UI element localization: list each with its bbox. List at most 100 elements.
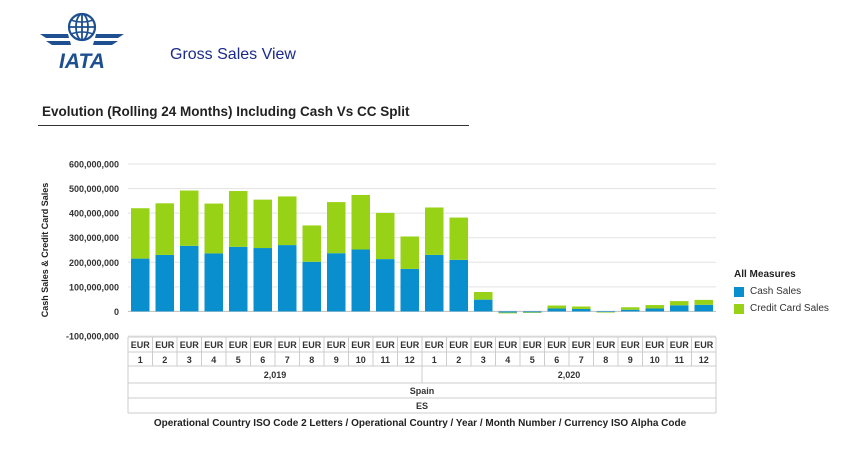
bar-credit-card-sales [547,305,566,309]
bar-cash-sales [204,253,223,312]
legend-title: All Measures [734,269,796,280]
legend-label-cash: Cash Sales [750,286,802,297]
currency-label: EUR [131,340,151,350]
month-label: 9 [334,355,339,365]
bar-cash-sales [523,311,542,313]
month-label: 5 [530,355,535,365]
currency-label: EUR [596,340,616,350]
bar-cash-sales [474,299,493,312]
bar-cash-sales [449,259,468,312]
legend: All Measures Cash Sales Credit Card Sale… [734,269,829,320]
currency-label: EUR [694,340,714,350]
country-label: Spain [410,386,435,396]
month-label: 2 [456,355,461,365]
bar-cash-sales [547,308,566,312]
currency-label: EUR [229,340,249,350]
month-label: 7 [285,355,290,365]
month-label: 3 [187,355,192,365]
bar-cash-sales [327,253,346,312]
y-tick-label: 300,000,000 [69,233,119,243]
bar-cash-sales [425,254,444,312]
bar-cash-sales [229,246,248,312]
bar-credit-card-sales [621,307,640,310]
bar-credit-card-sales [351,194,370,250]
currency-label: EUR [572,340,592,350]
y-tick-label: 400,000,000 [69,209,119,219]
wings-icon [40,34,124,45]
bar-cash-sales [572,308,591,312]
globe-icon [67,12,97,42]
year-label: 2,020 [558,370,581,380]
currency-label: EUR [523,340,543,350]
month-label: 8 [309,355,314,365]
bar-cash-sales [155,254,174,312]
currency-label: EUR [474,340,494,350]
bar-cash-sales [694,304,713,312]
month-label: 4 [211,355,216,365]
currency-label: EUR [670,340,690,350]
month-label: 4 [505,355,510,365]
month-label: 12 [405,355,415,365]
bar-credit-card-sales [474,292,493,300]
section-title: Evolution (Rolling 24 Months) Including … [42,104,410,119]
legend-item-credit-card-sales[interactable]: Credit Card Sales [734,303,829,314]
currency-label: EUR [180,340,200,350]
y-axis-title: Cash Sales & Credit Card Sales [40,183,50,318]
currency-label: EUR [425,340,445,350]
currency-label: EUR [302,340,322,350]
month-label: 3 [481,355,486,365]
bar-cash-sales [131,258,150,312]
y-tick-label: 500,000,000 [69,184,119,194]
currency-label: EUR [376,340,396,350]
legend-item-cash-sales[interactable]: Cash Sales [734,286,829,297]
bar-credit-card-sales [229,191,248,247]
month-label: 10 [356,355,366,365]
bar-credit-card-sales [449,217,468,260]
month-label: 11 [380,355,390,365]
iata-logo: IATA [40,12,124,72]
currency-label: EUR [547,340,567,350]
currency-label: EUR [621,340,641,350]
currency-label: EUR [498,340,518,350]
bar-credit-card-sales [131,208,150,259]
bar-cash-sales [670,305,689,312]
currency-label: EUR [253,340,273,350]
year-label: 2,019 [264,370,287,380]
bar-credit-card-sales [253,199,272,249]
x-axis-title: Operational Country ISO Code 2 Letters /… [154,418,687,429]
page-title: Gross Sales View [170,46,296,63]
bar-credit-card-sales [278,196,297,246]
bar-cash-sales [645,308,664,312]
month-label: 7 [579,355,584,365]
bar-cash-sales [302,261,321,312]
bar-credit-card-sales [327,202,346,254]
month-label: 8 [603,355,608,365]
month-label: 12 [699,355,709,365]
month-label: 6 [260,355,265,365]
bar-cash-sales [253,248,272,312]
month-label: 10 [650,355,660,365]
bar-cash-sales [278,245,297,312]
currency-label: EUR [278,340,298,350]
bar-credit-card-sales [180,190,199,246]
month-label: 1 [138,355,143,365]
logo-text: IATA [59,50,105,72]
currency-label: EUR [351,340,371,350]
currency-label: EUR [449,340,469,350]
bar-credit-card-sales [694,299,713,305]
currency-label: EUR [155,340,175,350]
y-tick-label: 100,000,000 [69,282,119,292]
legend-swatch-credit [734,303,744,314]
bar-cash-sales [621,309,640,312]
bar-credit-card-sales [596,312,615,313]
month-label: 2 [162,355,167,365]
currency-label: EUR [327,340,347,350]
month-label: 5 [236,355,241,365]
month-label: 1 [432,355,437,365]
y-tick-label: -100,000,000 [66,332,119,342]
iso-label: ES [416,401,428,411]
y-tick-label: 600,000,000 [69,160,119,170]
bar-credit-card-sales [523,312,542,313]
month-label: 11 [674,355,684,365]
